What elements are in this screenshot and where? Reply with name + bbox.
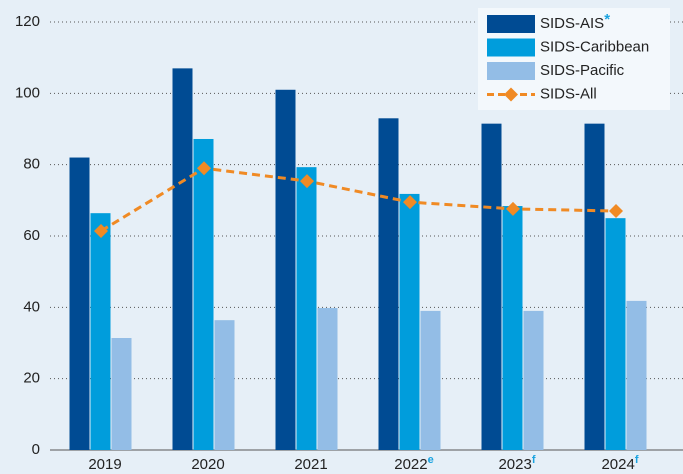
y-tick-label: 0 <box>32 441 40 458</box>
bar <box>605 218 626 450</box>
legend-label-name: SIDS-Caribbean <box>540 38 649 55</box>
line-marker <box>403 195 417 210</box>
bar <box>172 68 193 450</box>
legend-label-name: SIDS-All <box>540 85 597 102</box>
legend-swatch <box>487 62 535 80</box>
y-tick-label: 20 <box>23 370 40 387</box>
y-tick-label: 120 <box>15 13 40 30</box>
x-tick-label-superscript: f <box>635 454 639 466</box>
x-tick-label-main: 2019 <box>88 456 121 473</box>
x-tick-label: 2019 <box>88 456 121 473</box>
legend-swatch <box>487 15 535 33</box>
bar <box>69 157 90 451</box>
line-marker <box>506 201 520 216</box>
line-marker <box>609 204 623 219</box>
legend-label: SIDS-AIS* <box>540 11 610 32</box>
legend-label: SIDS-All <box>540 85 597 102</box>
bar <box>481 123 502 451</box>
bar <box>523 310 544 450</box>
bar <box>584 123 605 451</box>
bar <box>275 89 296 451</box>
bar <box>502 206 523 450</box>
x-tick-label: 2024f <box>601 454 638 473</box>
x-tick-label-main: 2021 <box>294 456 327 473</box>
line <box>100 166 617 233</box>
y-tick-label: 80 <box>23 156 40 173</box>
bar <box>193 138 214 450</box>
bar <box>626 300 647 450</box>
bar <box>317 308 338 450</box>
y-tick-label: 40 <box>23 298 40 315</box>
bar <box>111 338 132 450</box>
legend-label-note: * <box>604 11 610 28</box>
x-tick-label: 2021 <box>294 456 327 473</box>
bar <box>90 213 111 450</box>
x-tick-label-main: 2022 <box>394 456 427 473</box>
legend-marker <box>504 87 518 102</box>
bar <box>214 320 235 450</box>
bar <box>378 118 399 451</box>
y-tick-label: 60 <box>23 227 40 244</box>
bar <box>420 310 441 450</box>
bar <box>296 167 317 450</box>
x-tick-label-main: 2024 <box>601 456 634 473</box>
bar <box>399 193 420 450</box>
line-marker <box>197 161 211 176</box>
x-tick-label-main: 2020 <box>191 456 224 473</box>
legend-label: SIDS-Caribbean <box>540 38 649 55</box>
x-tick-label-superscript: f <box>532 454 536 466</box>
x-tick-label-main: 2023 <box>498 456 531 473</box>
x-tick-label: 2023f <box>498 454 535 473</box>
legend-label-name: SIDS-Pacific <box>540 62 625 79</box>
x-tick-label: 2022e <box>394 454 434 473</box>
x-tick-label: 2020 <box>191 456 224 473</box>
line-marker <box>94 224 108 239</box>
legend-swatch <box>487 38 535 57</box>
legend-label-name: SIDS-AIS <box>540 15 604 32</box>
x-tick-label-superscript: e <box>428 454 434 466</box>
legend-label: SIDS-Pacific <box>540 62 625 79</box>
y-tick-label: 100 <box>15 84 40 101</box>
line-marker <box>300 174 314 189</box>
